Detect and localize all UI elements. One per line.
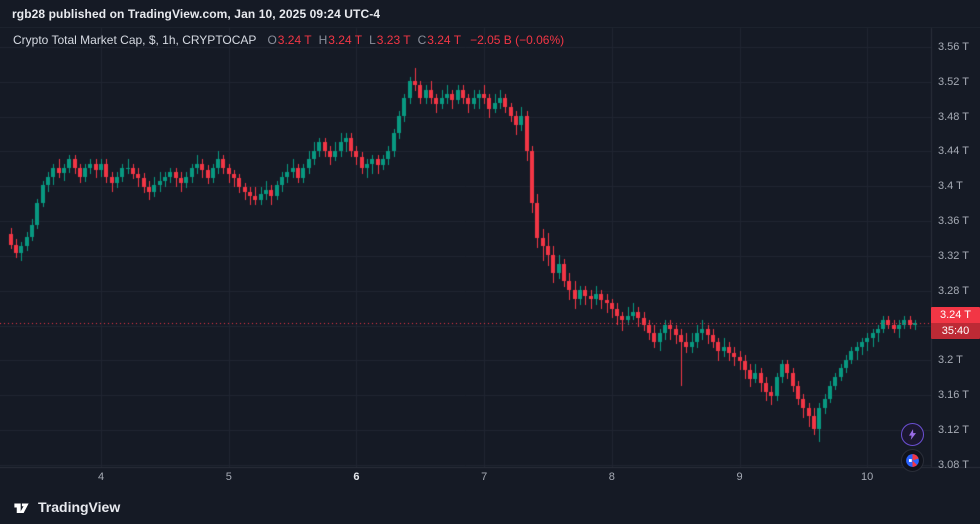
publish-text: rgb28 published on TradingView.com, Jan … (12, 6, 381, 21)
ohlc-value: 3.24 T (328, 33, 363, 47)
price-axis[interactable]: 3.56 T 3.52 T 3.48 T 3.44 T 3.4 T 3.36 T 3.32 … (938, 0, 980, 471)
symbol-legend[interactable]: Crypto Total Market Cap, $, 1h, CRYPTOCA… (13, 33, 564, 47)
ohlc-values: O 3.24 T H 3.24 T L 3.23 T C 3.24 T −2.05 B (−0.… (260, 33, 564, 47)
boost-badge[interactable] (901, 423, 924, 446)
price-axis-label: 3.2 T (938, 354, 963, 367)
time-axis-label: 9 (736, 471, 743, 483)
price-axis-label: 3.56 T (938, 41, 969, 53)
time-axis-label: 6 (353, 471, 360, 483)
time-axis-label: 10 (861, 471, 874, 483)
ohlc-letter: L (369, 33, 376, 47)
price-axis-label: 3.12 T (938, 424, 969, 437)
price-axis-label: 3.08 T (938, 458, 969, 471)
time-axis-label: 7 (481, 471, 488, 483)
ohlc-letter: C (417, 33, 427, 47)
ohlc-value: 3.23 T (376, 33, 411, 47)
ohlc-value: 3.24 T (277, 33, 312, 47)
time-axis-label: 4 (98, 471, 105, 483)
tradingview-footer: TradingView (0, 490, 980, 524)
last-price-value: 3.24 T (940, 309, 971, 322)
price-axis-label: 3.4 T (938, 180, 963, 193)
price-axis-label: 3.32 T (938, 249, 969, 262)
ohlc-value: 3.24 T (427, 33, 462, 47)
bar-countdown: 35:40 (931, 323, 980, 340)
price-axis-label: 3.28 T (938, 284, 969, 297)
pie-chart-icon (906, 454, 919, 467)
ohlc-letter: O (267, 33, 277, 47)
time-axis-label: 8 (608, 471, 615, 483)
publish-bar: rgb28 published on TradingView.com, Jan … (0, 0, 980, 28)
last-price-label: 3.24 T 35:40 (931, 307, 980, 340)
price-axis-label: 3.44 T (938, 145, 969, 158)
tradingview-wordmark[interactable]: TradingView (38, 499, 121, 515)
price-axis-label: 3.52 T (938, 75, 969, 88)
price-axis-label: 3.16 T (938, 389, 969, 402)
badge-stack (901, 423, 924, 472)
time-axis-label: 5 (225, 471, 232, 483)
tradingview-logo-icon[interactable] (12, 498, 31, 517)
price-axis-label: 3.36 T (938, 215, 969, 228)
symbol-title[interactable]: Crypto Total Market Cap, $, 1h, CRYPTOCA… (13, 33, 257, 47)
ohlc-letter: H (318, 33, 328, 47)
price-axis-label: 3.48 T (938, 110, 969, 123)
time-axis[interactable]: 4 5 6 7 8 9 10 (0, 471, 980, 485)
change-value: −2.05 B (−0.06%) (470, 33, 565, 47)
lightning-icon (908, 429, 917, 440)
stats-badge[interactable] (901, 449, 924, 472)
